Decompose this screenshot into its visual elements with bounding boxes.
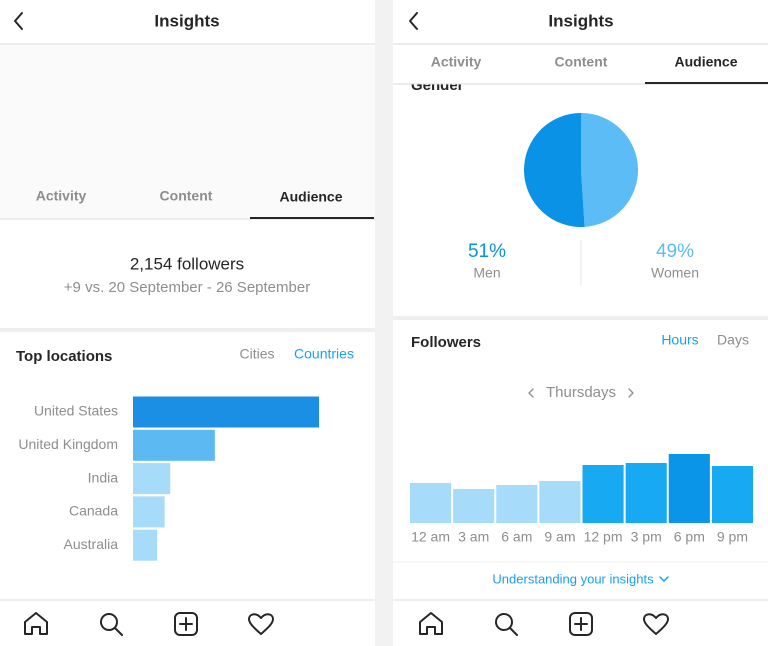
nav-search[interactable] [100, 613, 123, 636]
back-button[interactable] [14, 12, 23, 30]
slice-value: 49% [656, 241, 694, 262]
x-tick-label: 3 pm [631, 529, 662, 545]
link-chevron [659, 576, 669, 582]
insights-link[interactable]: Understanding your insights [492, 571, 654, 586]
filter-active[interactable]: Countries [294, 346, 354, 362]
slice-label: Women [651, 265, 699, 281]
pie-slice [524, 113, 585, 227]
panel-gap [375, 0, 393, 646]
x-tick-label: 9 pm [717, 529, 748, 545]
x-tick-label: 12 pm [584, 529, 623, 545]
bar-label: United States [34, 403, 118, 419]
followers-count: 2,154 followers [130, 254, 244, 273]
slice-label: Men [473, 265, 500, 281]
x-tick-label: 3 am [458, 529, 489, 545]
back-button[interactable] [409, 12, 418, 30]
slice-value: 51% [468, 241, 506, 262]
followers-change: +9 vs. 20 September - 26 September [64, 279, 310, 296]
x-tick-label: 6 pm [674, 529, 705, 545]
day-selector: Thursdays [546, 384, 616, 401]
bar-label: India [88, 469, 119, 485]
top-bar [393, 0, 768, 84]
nav-home[interactable] [419, 612, 443, 635]
bar-label: Australia [64, 536, 119, 552]
tab[interactable]: Content [555, 54, 608, 70]
filter[interactable]: Days [717, 332, 749, 348]
bar [133, 529, 158, 561]
bar [668, 454, 710, 523]
bar [496, 485, 538, 523]
section-divider [0, 328, 375, 332]
followers-chart: 12 am 3 am 6 am 9 am 12 pm 3 pm 6 pm 9 pm [410, 454, 753, 545]
bar [133, 429, 215, 461]
prev-day[interactable] [528, 388, 534, 398]
header-title: Insights [154, 11, 219, 30]
nav-activity[interactable] [248, 613, 274, 635]
tab[interactable]: Content [160, 188, 213, 204]
bar [410, 483, 452, 523]
locations-chart: United States United Kingdom India Canada Au… [18, 396, 319, 561]
nav-new-post[interactable] [174, 612, 198, 636]
nav-search[interactable] [495, 613, 518, 636]
bar [625, 463, 667, 523]
section-divider [393, 316, 768, 320]
x-tick-label: 9 am [544, 529, 575, 545]
bar [711, 466, 753, 523]
next-day[interactable] [628, 388, 634, 398]
bar [582, 465, 624, 523]
bar [133, 396, 319, 428]
section-title: Top locations [16, 348, 112, 365]
gender-chart: 51% Men 49% Women [468, 113, 699, 281]
filter[interactable]: Cities [239, 346, 274, 362]
bar [539, 481, 581, 523]
nav-activity[interactable] [643, 613, 669, 635]
x-tick-label: 6 am [501, 529, 532, 545]
tab[interactable]: Activity [36, 188, 87, 204]
x-tick-label: 12 am [411, 529, 450, 545]
tab-active[interactable]: Audience [279, 189, 342, 205]
blank-area [0, 45, 375, 219]
nav-home[interactable] [24, 612, 48, 635]
bar [453, 489, 495, 523]
section-title: Followers [411, 334, 481, 351]
tab[interactable]: Activity [431, 54, 482, 70]
bar-label: Canada [69, 503, 118, 519]
bar [133, 463, 171, 495]
filter-active[interactable]: Hours [661, 332, 698, 348]
header-title: Insights [548, 11, 613, 30]
nav-new-post[interactable] [569, 612, 593, 636]
bar [133, 496, 165, 528]
bar-label: United Kingdom [18, 436, 118, 452]
tab-active[interactable]: Audience [674, 54, 737, 70]
pie-slice [581, 113, 639, 227]
